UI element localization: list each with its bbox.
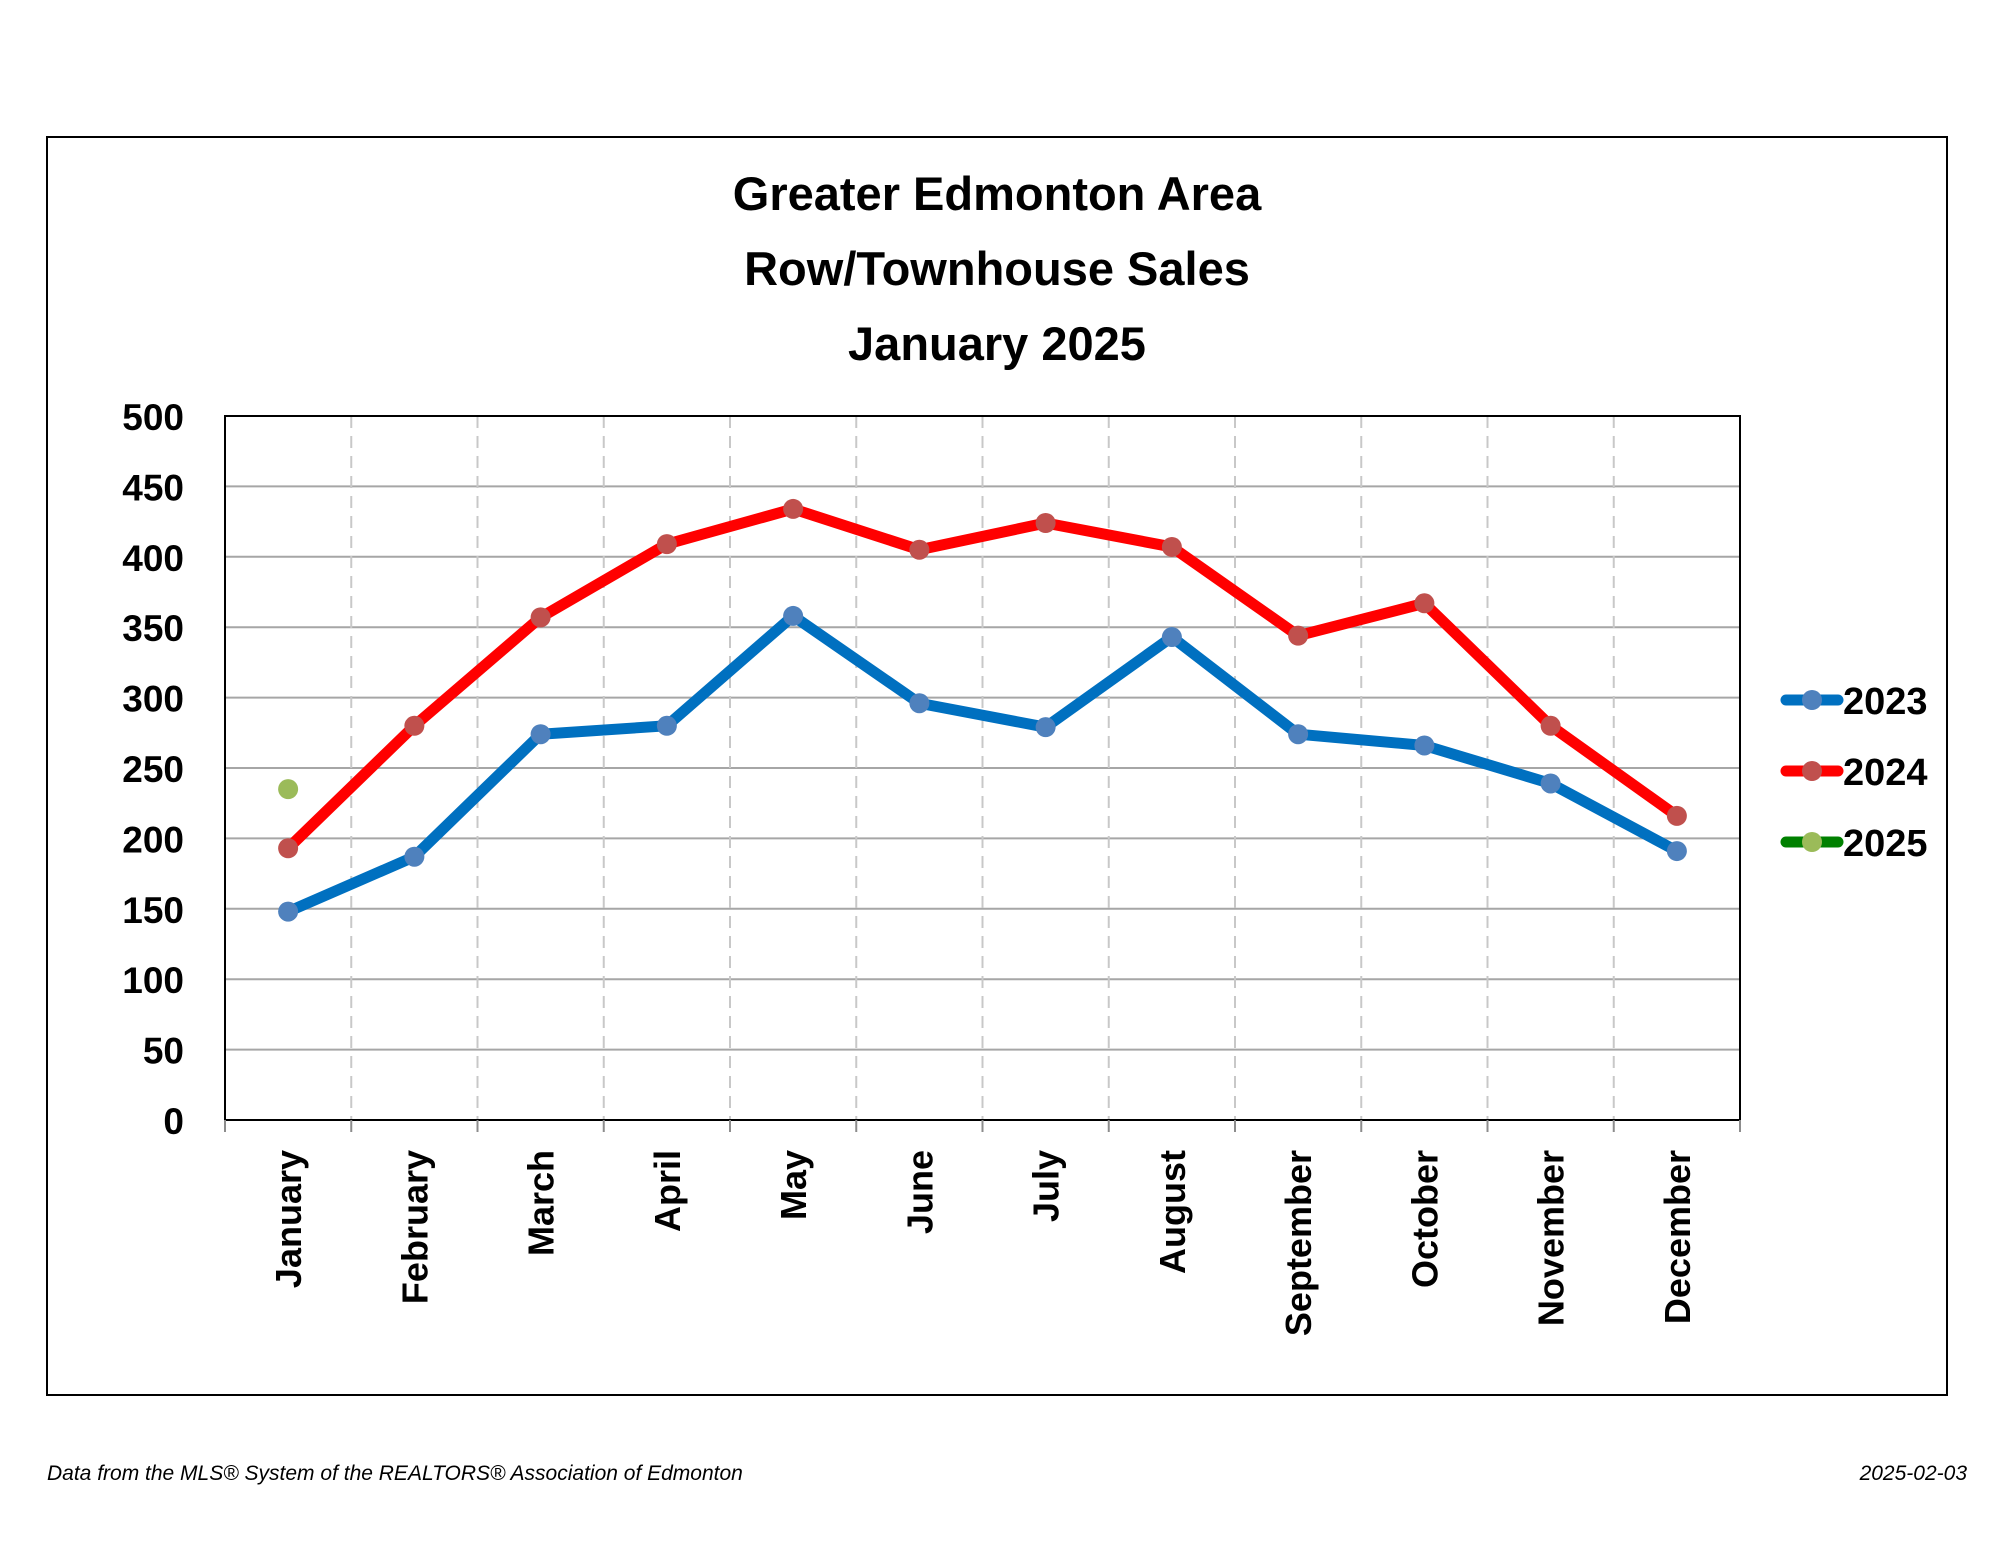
y-tick-label: 400 bbox=[122, 538, 184, 579]
chart-title-line: Greater Edmonton Area bbox=[733, 167, 1262, 220]
legend-label: 2024 bbox=[1843, 752, 1928, 794]
data-point bbox=[1414, 593, 1435, 614]
x-axis-ticks bbox=[224, 1120, 1741, 1132]
data-point bbox=[530, 724, 551, 745]
x-tick-label: December bbox=[1657, 1150, 1698, 1324]
data-point bbox=[1288, 625, 1309, 646]
y-tick-label: 500 bbox=[122, 397, 184, 438]
data-point bbox=[1666, 841, 1687, 862]
y-tick-label: 350 bbox=[122, 608, 184, 649]
x-tick-label: June bbox=[899, 1150, 940, 1234]
data-point bbox=[1540, 715, 1561, 736]
data-point bbox=[656, 715, 677, 736]
data-point bbox=[909, 693, 930, 714]
x-tick-label: January bbox=[268, 1150, 309, 1288]
legend-marker bbox=[1802, 761, 1822, 781]
footer-date: 2025-02-03 bbox=[1859, 1462, 1967, 1485]
series-2025 bbox=[278, 779, 299, 800]
data-point bbox=[404, 715, 425, 736]
y-axis-tick-labels: 0 50 100 150 200 250 300 350 400 450 500 bbox=[122, 397, 184, 1142]
legend-item: 2023 bbox=[1780, 681, 1928, 723]
chart-title-line: Row/Townhouse Sales bbox=[744, 242, 1250, 295]
series-line bbox=[282, 610, 1683, 918]
x-tick-label: March bbox=[521, 1150, 562, 1256]
legend-item: 2025 bbox=[1780, 823, 1928, 865]
chart-title-line: January 2025 bbox=[848, 317, 1146, 370]
data-point bbox=[1161, 627, 1182, 648]
y-tick-label: 200 bbox=[122, 819, 184, 860]
x-tick-label: November bbox=[1531, 1150, 1572, 1326]
data-point bbox=[783, 498, 804, 519]
x-tick-label: May bbox=[773, 1150, 814, 1220]
data-point bbox=[656, 534, 677, 555]
x-tick-label: February bbox=[394, 1150, 435, 1304]
legend-label: 2023 bbox=[1843, 681, 1928, 723]
y-tick-label: 50 bbox=[143, 1031, 184, 1072]
data-point bbox=[278, 838, 299, 859]
x-axis-tick-labels: January February March April May June July Augu… bbox=[268, 1150, 1698, 1336]
chart-frame bbox=[46, 136, 1948, 1396]
x-tick-label: April bbox=[647, 1150, 688, 1232]
data-point bbox=[1666, 805, 1687, 826]
legend-item: 2024 bbox=[1780, 752, 1928, 794]
data-point bbox=[1288, 724, 1309, 745]
y-tick-label: 0 bbox=[163, 1101, 184, 1142]
footer-source: Data from the MLS® System of the REALTOR… bbox=[47, 1462, 743, 1485]
legend: 2023 2024 2025 bbox=[1780, 681, 1928, 865]
x-tick-label: September bbox=[1278, 1150, 1319, 1336]
vertical-grid-lines bbox=[350, 416, 1615, 1120]
x-tick-label: October bbox=[1404, 1150, 1445, 1288]
y-tick-label: 250 bbox=[122, 749, 184, 790]
data-point bbox=[1540, 773, 1561, 794]
legend-marker bbox=[1802, 832, 1822, 852]
data-point bbox=[909, 539, 930, 560]
legend-marker bbox=[1802, 690, 1822, 710]
data-point bbox=[1035, 513, 1056, 534]
legend-label: 2025 bbox=[1843, 823, 1928, 865]
y-tick-label: 100 bbox=[122, 960, 184, 1001]
series-2024 bbox=[278, 498, 1687, 859]
data-point bbox=[278, 901, 299, 922]
chart-title: Greater Edmonton Area Row/Townhouse Sales… bbox=[733, 167, 1262, 370]
y-tick-label: 450 bbox=[122, 467, 184, 508]
series-2023 bbox=[278, 605, 1687, 922]
series bbox=[278, 498, 1687, 922]
data-point bbox=[1161, 536, 1182, 557]
y-tick-label: 150 bbox=[122, 890, 184, 931]
x-tick-label: July bbox=[1026, 1150, 1067, 1222]
data-point bbox=[404, 846, 425, 867]
data-point bbox=[1414, 735, 1435, 756]
data-point bbox=[783, 605, 804, 626]
data-point bbox=[278, 779, 299, 800]
x-tick-label: August bbox=[1152, 1150, 1193, 1274]
data-point bbox=[1035, 717, 1056, 738]
y-tick-label: 300 bbox=[122, 679, 184, 720]
series-line bbox=[282, 503, 1683, 854]
data-point bbox=[530, 607, 551, 628]
